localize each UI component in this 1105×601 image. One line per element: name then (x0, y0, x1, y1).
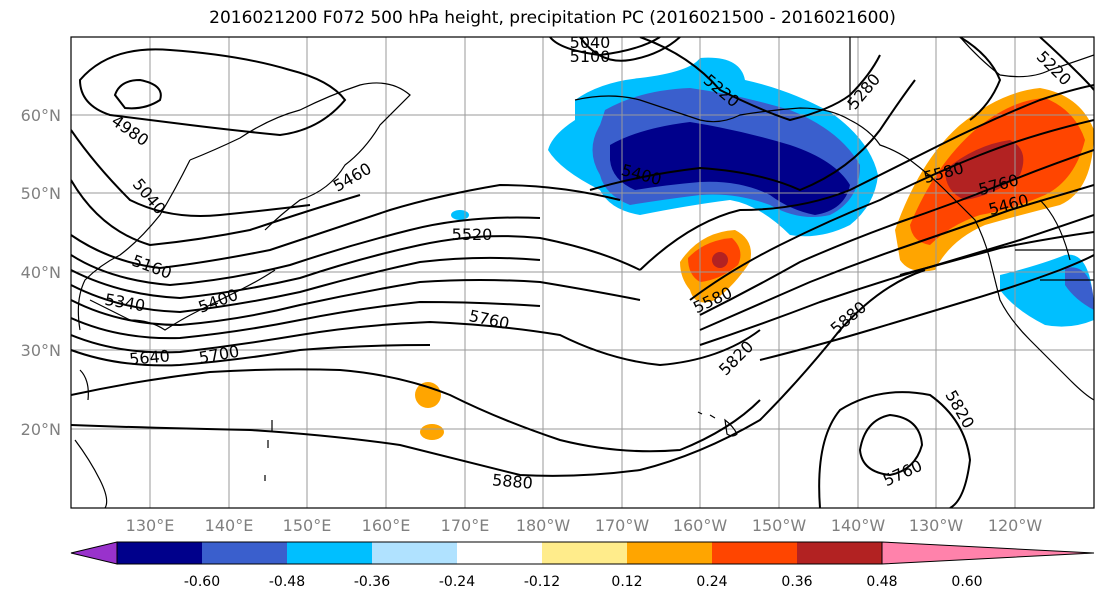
colorbar-tick-label: -0.60 (184, 574, 220, 590)
colorbar-tick-label: 0.24 (696, 574, 727, 590)
lat-label: 30°N (21, 341, 61, 360)
lon-label: 170°E (441, 516, 490, 535)
precip-shading-negative (451, 57, 1094, 327)
colorbar-segment (627, 542, 712, 564)
lon-label: 150°E (283, 516, 332, 535)
map-title: 2016021200 F072 500 hPa height, precipit… (209, 8, 896, 28)
colorbar-segment (712, 542, 797, 564)
latitude-labels: 60°N 50°N 40°N 30°N 20°N (21, 106, 61, 439)
contour-label: 5100 (570, 47, 611, 66)
lon-label: 120°W (988, 516, 1043, 535)
colorbar-tick-labels: -0.60 -0.48 -0.36 -0.24 -0.12 0.12 0.24 … (184, 574, 983, 590)
lon-label: 130°E (126, 516, 175, 535)
colorbar-tick-label: 0.12 (611, 574, 642, 590)
colorbar-segment (287, 542, 372, 564)
colorbar-segment (202, 542, 287, 564)
contour-label: 5640 (128, 346, 170, 368)
lat-label: 50°N (21, 184, 61, 203)
lon-label: 170°W (595, 516, 650, 535)
map-frame (70, 36, 1095, 509)
lat-label: 20°N (21, 420, 61, 439)
lon-label: 140°W (831, 516, 886, 535)
colorbar (70, 541, 1095, 565)
colorbar-segment (797, 542, 882, 564)
colorbar-tick-label: -0.24 (439, 574, 475, 590)
colorbar-segment (372, 542, 457, 564)
colorbar-segment (117, 542, 202, 564)
lon-label: 160°E (362, 516, 411, 535)
contour-label: 5040 (570, 33, 611, 52)
contour-label: 5520 (452, 225, 493, 244)
lat-label: 60°N (21, 106, 61, 125)
colorbar-segment (457, 542, 542, 564)
colorbar-tick-label: -0.12 (524, 574, 560, 590)
colorbar-extend-low (71, 542, 117, 564)
contour-label: 5880 (491, 470, 533, 492)
lon-label: 140°E (205, 516, 254, 535)
lon-label: 150°W (752, 516, 807, 535)
colorbar-segment (542, 542, 627, 564)
height-contours (71, 37, 1094, 508)
colorbar-tick-label: 0.48 (866, 574, 897, 590)
lon-label: 160°W (673, 516, 728, 535)
colorbar-tick-label: 0.60 (951, 574, 982, 590)
longitude-labels: 130°E 140°E 150°E 160°E 170°E 180°W 170°… (126, 516, 1043, 535)
lon-label: 180°W (516, 516, 571, 535)
colorbar-tick-label: -0.48 (269, 574, 305, 590)
colorbar-extend-high (882, 542, 1094, 564)
colorbar-tick-label: 0.36 (781, 574, 812, 590)
lat-label: 40°N (21, 263, 61, 282)
lon-label: 130°W (909, 516, 964, 535)
colorbar-tick-label: -0.36 (354, 574, 390, 590)
